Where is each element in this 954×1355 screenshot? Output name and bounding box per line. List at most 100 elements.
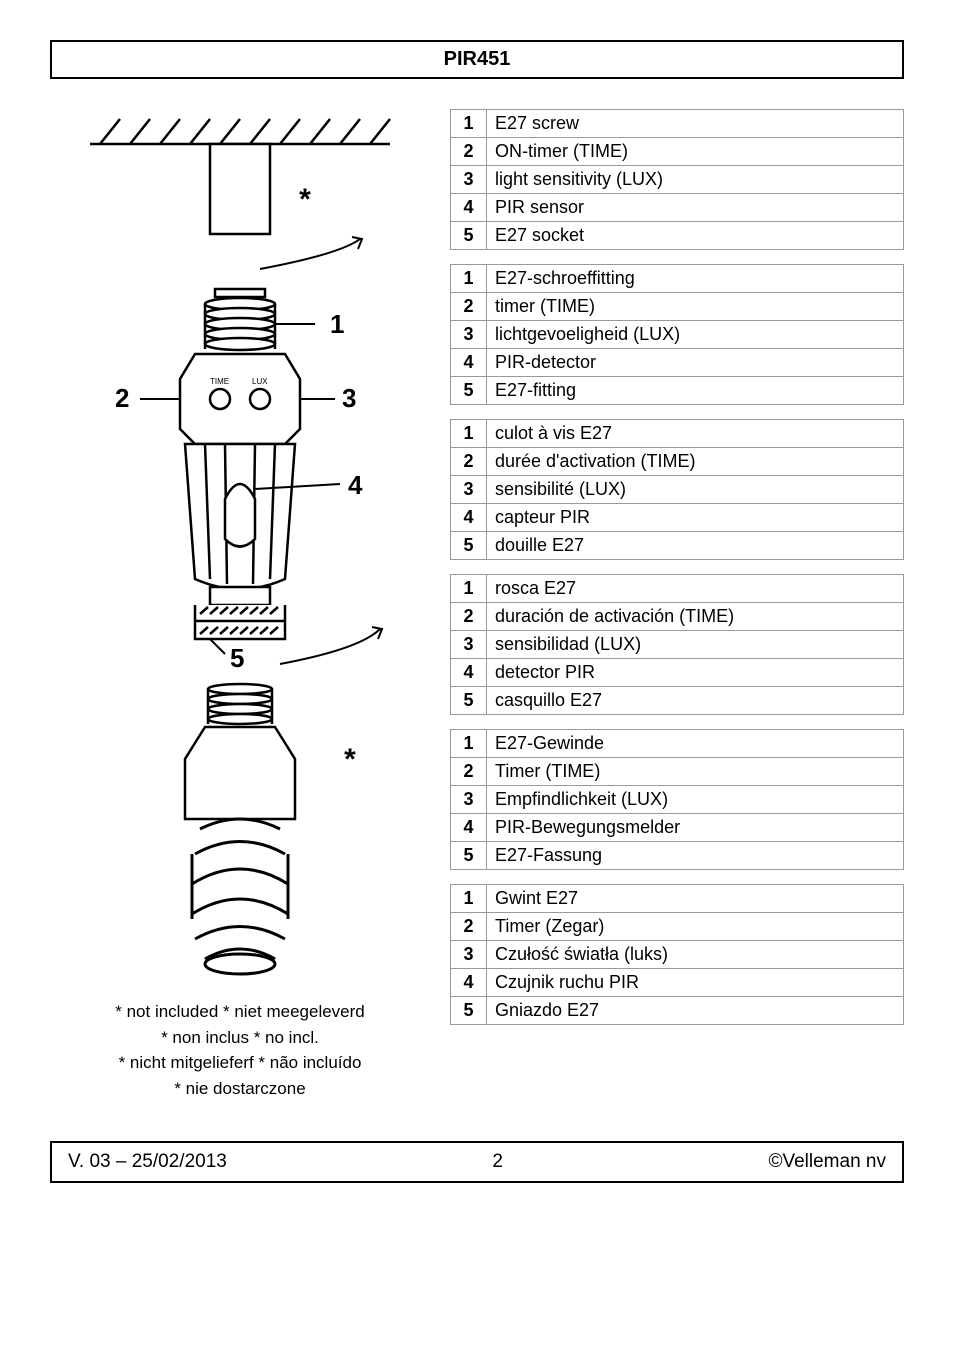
part-description: ON-timer (TIME) [487, 138, 904, 166]
part-description: Czułość światła (luks) [487, 941, 904, 969]
table-row: 1Gwint E27 [451, 885, 904, 913]
left-column: * 1 [50, 109, 430, 1101]
part-number: 3 [451, 476, 487, 504]
not-included-notes: * not included * niet meegeleverd * non … [50, 999, 430, 1101]
table-row: 1E27-schroeffitting [451, 265, 904, 293]
part-number: 3 [451, 631, 487, 659]
part-description: PIR-Bewegungsmelder [487, 814, 904, 842]
part-number: 3 [451, 786, 487, 814]
part-number: 5 [451, 377, 487, 405]
table-row: 5casquillo E27 [451, 687, 904, 715]
table-row: 3lichtgevoeligheid (LUX) [451, 321, 904, 349]
part-number: 1 [451, 420, 487, 448]
parts-table: 1E27-schroeffitting2timer (TIME)3lichtge… [450, 264, 904, 405]
part-number: 2 [451, 913, 487, 941]
table-row: 2timer (TIME) [451, 293, 904, 321]
table-row: 2Timer (Zegar) [451, 913, 904, 941]
page-footer: V. 03 – 25/02/2013 2 ©Velleman nv [50, 1141, 904, 1183]
part-description: sensibilidad (LUX) [487, 631, 904, 659]
part-number: 3 [451, 321, 487, 349]
asterisk-mark-2: * [344, 743, 356, 776]
part-description: Empfindlichkeit (LUX) [487, 786, 904, 814]
part-description: E27-fitting [487, 377, 904, 405]
document-title: PIR451 [50, 40, 904, 79]
table-row: 4Czujnik ruchu PIR [451, 969, 904, 997]
table-row: 1culot à vis E27 [451, 420, 904, 448]
table-row: 3Czułość światła (luks) [451, 941, 904, 969]
table-row: 1rosca E27 [451, 575, 904, 603]
table-row: 3sensibilité (LUX) [451, 476, 904, 504]
part-number: 2 [451, 448, 487, 476]
parts-table: 1E27-Gewinde2Timer (TIME)3Empfindlichkei… [450, 729, 904, 870]
callout-4: 4 [348, 470, 363, 500]
part-description: E27-Gewinde [487, 730, 904, 758]
part-number: 4 [451, 194, 487, 222]
part-description: light sensitivity (LUX) [487, 166, 904, 194]
part-description: sensibilité (LUX) [487, 476, 904, 504]
part-number: 2 [451, 293, 487, 321]
part-description: timer (TIME) [487, 293, 904, 321]
part-number: 1 [451, 265, 487, 293]
table-row: 5E27-fitting [451, 377, 904, 405]
part-description: capteur PIR [487, 504, 904, 532]
part-description: lichtgevoeligheid (LUX) [487, 321, 904, 349]
part-number: 2 [451, 138, 487, 166]
table-row: 4PIR-Bewegungsmelder [451, 814, 904, 842]
part-description: Timer (TIME) [487, 758, 904, 786]
part-description: PIR-detector [487, 349, 904, 377]
table-row: 2durée d'activation (TIME) [451, 448, 904, 476]
part-description: rosca E27 [487, 575, 904, 603]
part-number: 4 [451, 659, 487, 687]
part-description: Gniazdo E27 [487, 997, 904, 1025]
table-row: 4PIR sensor [451, 194, 904, 222]
part-description: duración de activación (TIME) [487, 603, 904, 631]
not-included-line: * not included * niet meegeleverd [50, 999, 430, 1025]
table-row: 4capteur PIR [451, 504, 904, 532]
part-description: Gwint E27 [487, 885, 904, 913]
part-description: douille E27 [487, 532, 904, 560]
part-description: E27 screw [487, 110, 904, 138]
part-number: 5 [451, 222, 487, 250]
part-number: 4 [451, 814, 487, 842]
callout-2: 2 [115, 383, 129, 413]
table-row: 4detector PIR [451, 659, 904, 687]
not-included-line: * nie dostarczone [50, 1076, 430, 1102]
part-description: durée d'activation (TIME) [487, 448, 904, 476]
table-row: 5Gniazdo E27 [451, 997, 904, 1025]
footer-page-number: 2 [492, 1151, 503, 1173]
part-number: 2 [451, 603, 487, 631]
table-row: 2Timer (TIME) [451, 758, 904, 786]
table-row: 2duración de activación (TIME) [451, 603, 904, 631]
svg-text:TIME: TIME [210, 377, 229, 386]
part-number: 1 [451, 110, 487, 138]
table-row: 3light sensitivity (LUX) [451, 166, 904, 194]
part-number: 4 [451, 349, 487, 377]
content-area: * 1 [50, 109, 904, 1101]
asterisk-mark: * [299, 183, 311, 216]
part-number: 3 [451, 941, 487, 969]
footer-copyright: ©Velleman nv [768, 1151, 886, 1173]
part-number: 5 [451, 997, 487, 1025]
part-number: 1 [451, 885, 487, 913]
part-description: casquillo E27 [487, 687, 904, 715]
part-description: detector PIR [487, 659, 904, 687]
parts-table: 1culot à vis E272durée d'activation (TIM… [450, 419, 904, 560]
not-included-line: * nicht mitgelieferf * não incluído [50, 1050, 430, 1076]
part-description: E27 socket [487, 222, 904, 250]
part-number: 5 [451, 687, 487, 715]
table-row: 2ON-timer (TIME) [451, 138, 904, 166]
part-number: 4 [451, 969, 487, 997]
part-description: Czujnik ruchu PIR [487, 969, 904, 997]
callout-5: 5 [230, 643, 244, 673]
part-number: 5 [451, 532, 487, 560]
part-number: 1 [451, 730, 487, 758]
right-column: 1E27 screw2ON-timer (TIME)3light sensiti… [450, 109, 904, 1101]
table-row: 3Empfindlichkeit (LUX) [451, 786, 904, 814]
not-included-line: * non inclus * no incl. [50, 1025, 430, 1051]
part-number: 4 [451, 504, 487, 532]
callout-1: 1 [330, 309, 344, 339]
part-number: 2 [451, 758, 487, 786]
part-description: Timer (Zegar) [487, 913, 904, 941]
product-diagram: * 1 [60, 109, 420, 979]
part-number: 3 [451, 166, 487, 194]
